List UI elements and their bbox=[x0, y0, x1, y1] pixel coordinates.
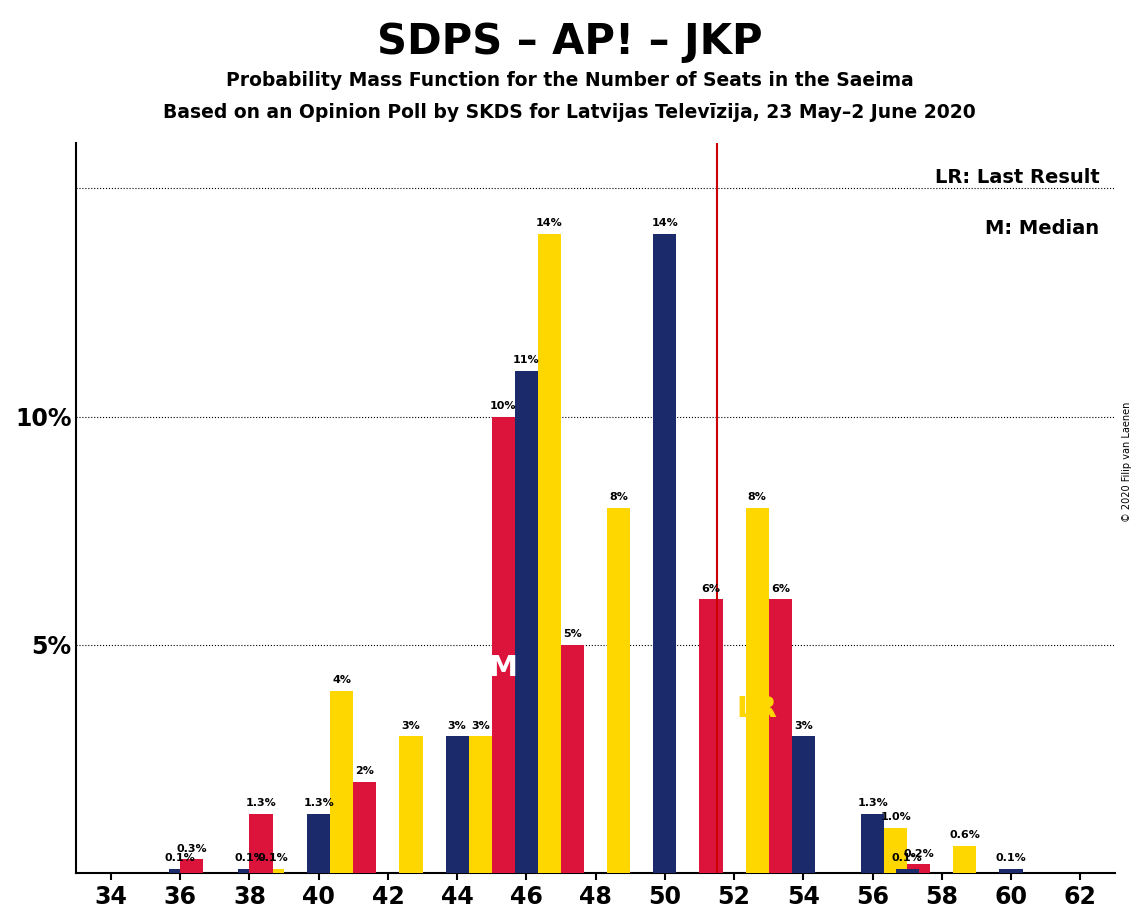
Bar bbox=[445, 736, 468, 873]
Bar bbox=[699, 599, 722, 873]
Bar bbox=[953, 845, 976, 873]
Bar bbox=[907, 864, 931, 873]
Bar bbox=[654, 234, 677, 873]
Text: LR: LR bbox=[737, 695, 778, 723]
Text: 6%: 6% bbox=[771, 584, 789, 594]
Text: 5%: 5% bbox=[563, 629, 582, 639]
Bar bbox=[861, 814, 884, 873]
Text: 3%: 3% bbox=[470, 721, 490, 731]
Text: M: M bbox=[489, 653, 518, 682]
Text: 1.3%: 1.3% bbox=[303, 798, 334, 808]
Text: 4%: 4% bbox=[333, 675, 351, 685]
Text: 0.6%: 0.6% bbox=[950, 831, 981, 840]
Bar bbox=[249, 814, 272, 873]
Bar bbox=[769, 599, 792, 873]
Text: 0.2%: 0.2% bbox=[903, 848, 934, 858]
Text: 10%: 10% bbox=[490, 401, 517, 411]
Bar bbox=[468, 736, 492, 873]
Text: Probability Mass Function for the Number of Seats in the Saeima: Probability Mass Function for the Number… bbox=[226, 71, 913, 91]
Text: 3%: 3% bbox=[794, 721, 813, 731]
Bar bbox=[308, 814, 330, 873]
Bar bbox=[261, 869, 284, 873]
Text: SDPS – AP! – JKP: SDPS – AP! – JKP bbox=[377, 21, 762, 63]
Bar bbox=[169, 869, 191, 873]
Bar bbox=[1000, 869, 1023, 873]
Bar bbox=[884, 828, 907, 873]
Text: 0.1%: 0.1% bbox=[257, 853, 288, 863]
Text: 1.3%: 1.3% bbox=[246, 798, 277, 808]
Text: 0.1%: 0.1% bbox=[995, 853, 1026, 863]
Bar bbox=[353, 782, 376, 873]
Text: LR: Last Result: LR: Last Result bbox=[935, 168, 1099, 187]
Bar bbox=[238, 869, 261, 873]
Bar bbox=[562, 645, 584, 873]
Text: 0.1%: 0.1% bbox=[165, 853, 196, 863]
Text: 8%: 8% bbox=[609, 492, 628, 503]
Bar bbox=[492, 417, 515, 873]
Text: 8%: 8% bbox=[747, 492, 767, 503]
Text: 2%: 2% bbox=[355, 766, 375, 776]
Bar bbox=[538, 234, 562, 873]
Bar bbox=[515, 371, 538, 873]
Text: © 2020 Filip van Laenen: © 2020 Filip van Laenen bbox=[1122, 402, 1132, 522]
Text: Based on an Opinion Poll by SKDS for Latvijas Televīzija, 23 May–2 June 2020: Based on an Opinion Poll by SKDS for Lat… bbox=[163, 103, 976, 123]
Text: 1.3%: 1.3% bbox=[858, 798, 888, 808]
Text: 3%: 3% bbox=[402, 721, 420, 731]
Text: 0.3%: 0.3% bbox=[177, 844, 207, 854]
Bar bbox=[400, 736, 423, 873]
Bar bbox=[895, 869, 919, 873]
Text: 3%: 3% bbox=[448, 721, 467, 731]
Text: 11%: 11% bbox=[513, 356, 540, 365]
Text: 14%: 14% bbox=[652, 218, 678, 228]
Text: M: Median: M: Median bbox=[985, 219, 1099, 238]
Bar bbox=[792, 736, 814, 873]
Text: 0.1%: 0.1% bbox=[235, 853, 265, 863]
Bar bbox=[746, 508, 769, 873]
Bar bbox=[180, 859, 203, 873]
Text: 6%: 6% bbox=[702, 584, 721, 594]
Text: 0.1%: 0.1% bbox=[892, 853, 923, 863]
Text: 1.0%: 1.0% bbox=[880, 812, 911, 822]
Bar bbox=[330, 690, 353, 873]
Bar bbox=[607, 508, 630, 873]
Text: 14%: 14% bbox=[536, 218, 563, 228]
